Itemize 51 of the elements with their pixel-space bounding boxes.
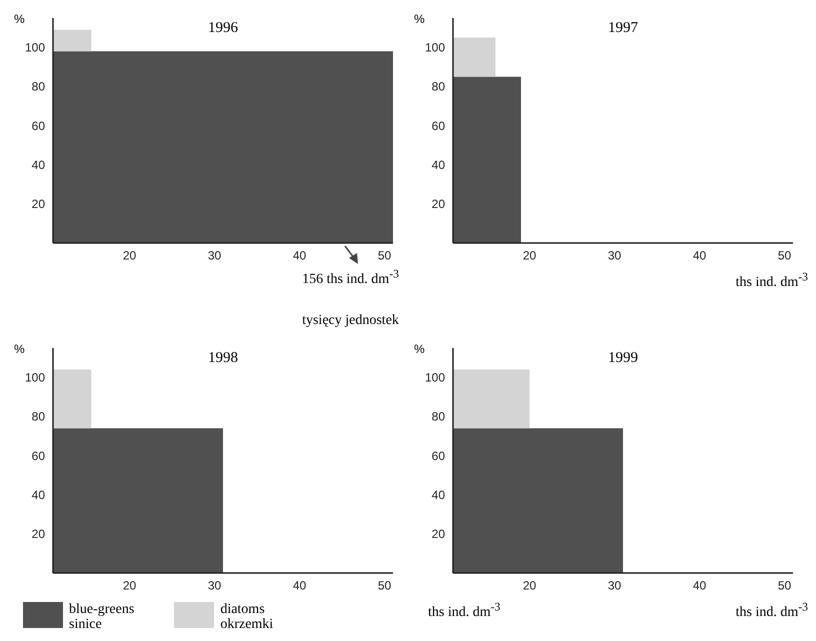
y-axis-title: % xyxy=(14,342,25,356)
x-tick-label: 50 xyxy=(778,248,792,263)
text: tysięcy jednostek xyxy=(302,313,399,328)
chart-title: 1999 xyxy=(608,350,638,366)
legend-label: diatoms okrzemki xyxy=(220,602,274,632)
x-axis-title: ths ind. dm$^{-3}$ xyxy=(736,270,808,290)
x-tick-label: 20 xyxy=(522,578,536,593)
chart-title: 1997 xyxy=(608,20,638,36)
text: ths ind. dm$^{-3}$ xyxy=(428,600,500,620)
x-tick-label: 40 xyxy=(692,578,706,593)
chart-title: 1998 xyxy=(208,350,238,366)
x-tick-label: 20 xyxy=(522,248,536,263)
x-tick-label: 20 xyxy=(122,578,136,593)
x-tick-label: 30 xyxy=(208,578,222,593)
y-tick-label: 80 xyxy=(432,80,446,94)
y-tick-label: 100 xyxy=(424,40,446,55)
y-tick-label: 40 xyxy=(32,158,46,172)
x-tick-label: 30 xyxy=(608,578,622,593)
y-tick-label: 60 xyxy=(432,118,446,133)
x-tick-label: 50 xyxy=(378,248,392,263)
x-tick-label: 30 xyxy=(608,248,622,263)
annotation: 156 ths ind. dm$^{-3}$ xyxy=(302,267,399,287)
x-tick-label: 50 xyxy=(778,578,792,593)
y-tick-label: 40 xyxy=(432,158,446,172)
legend-label: blue-greens sinice xyxy=(69,602,134,632)
x-tick-label: 20 xyxy=(122,248,136,263)
y-axis-title: % xyxy=(414,12,425,26)
y-tick-label: 100 xyxy=(24,40,46,55)
y-tick-label: 80 xyxy=(32,410,46,424)
x-tick-label: 40 xyxy=(292,578,306,593)
y-tick-label: 80 xyxy=(32,80,46,94)
y-tick-label: 20 xyxy=(432,527,446,542)
x-tick-label: 30 xyxy=(208,248,222,263)
y-tick-label: 100 xyxy=(424,370,446,385)
y-tick-label: 80 xyxy=(432,410,446,424)
y-tick-label: 60 xyxy=(32,448,46,463)
y-axis-title: % xyxy=(14,12,25,26)
y-tick-label: 20 xyxy=(32,197,46,212)
y-tick-label: 40 xyxy=(432,488,446,502)
y-tick-label: 20 xyxy=(32,527,46,542)
y-tick-label: 60 xyxy=(432,448,446,463)
y-tick-label: 20 xyxy=(432,197,446,212)
y-tick-label: 100 xyxy=(24,370,46,385)
chart-title: 1996 xyxy=(208,20,238,36)
x-axis-title: ths ind. dm$^{-3}$ xyxy=(736,600,808,620)
y-tick-label: 60 xyxy=(32,118,46,133)
y-tick-label: 40 xyxy=(32,488,46,502)
y-axis-title: % xyxy=(414,342,425,356)
x-tick-label: 40 xyxy=(692,248,706,263)
x-tick-label: 40 xyxy=(292,248,306,263)
x-tick-label: 50 xyxy=(378,578,392,593)
